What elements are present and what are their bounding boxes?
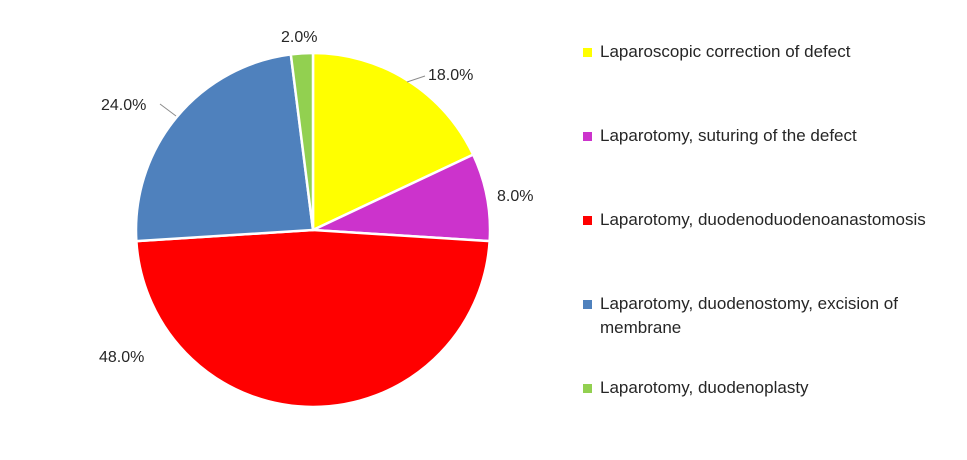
data-label-laparoscopic-correction: 18.0% <box>428 67 473 84</box>
pie-slice-duodenoduodenoanastomosis <box>135 228 491 409</box>
legend-label: Laparoscopic correction of defect <box>600 42 851 61</box>
data-label-duodenoplasty: 2.0% <box>281 29 317 46</box>
legend-swatch <box>583 300 592 309</box>
legend-label: Laparotomy, suturing of the defect <box>600 126 857 145</box>
data-label-suturing-of-defect: 8.0% <box>497 188 533 205</box>
legend-swatch <box>583 384 592 393</box>
leader-line-duodenostomy-excision <box>159 103 177 117</box>
pie-slice-laparoscopic-correction <box>311 51 475 232</box>
legend-item-suturing-of-defect: Laparotomy, suturing of the defect <box>583 124 963 148</box>
legend-label: Laparotomy, duodenoplasty <box>600 378 809 397</box>
pie-slice-duodenostomy-excision <box>134 53 315 243</box>
legend-swatch <box>583 216 592 225</box>
legend-label: Laparotomy, duodenoduodenoanastomosis <box>600 210 926 229</box>
legend-swatch <box>583 48 592 57</box>
leader-lines-layer <box>159 75 426 117</box>
legend-swatch <box>583 132 592 141</box>
slices-layer <box>134 51 492 409</box>
pie-slice-suturing-of-defect <box>311 153 492 243</box>
legend-item-duodenoplasty: Laparotomy, duodenoplasty <box>583 376 963 400</box>
data-labels-layer: 18.0% 8.0% 48.0% 24.0% 2.0% <box>99 29 533 366</box>
legend-item-duodenostomy-excision: Laparotomy, duodenostomy, excision of me… <box>583 292 963 340</box>
leader-line-laparoscopic-correction <box>406 75 426 83</box>
legend-item-laparoscopic-correction: Laparoscopic correction of defect <box>583 40 963 64</box>
pie-slice-duodenoplasty <box>289 51 315 232</box>
data-label-duodenoduodenoanastomosis: 48.0% <box>99 349 144 366</box>
legend-label: Laparotomy, duodenostomy, excision of me… <box>600 294 898 337</box>
legend-item-duodenoduodenoanastomosis: Laparotomy, duodenoduodenoanastomosis <box>583 208 963 232</box>
data-label-duodenostomy-excision: 24.0% <box>101 97 146 114</box>
